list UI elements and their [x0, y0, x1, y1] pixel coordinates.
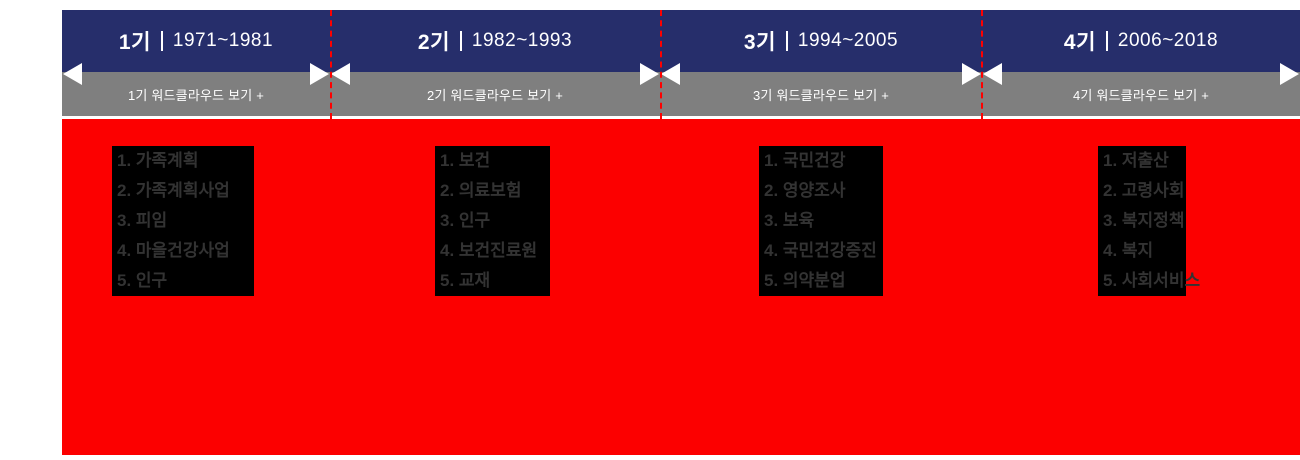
period-2-label: 2기	[417, 31, 450, 54]
period-4-header: 4기 2006~2018	[982, 10, 1300, 72]
period-4-years: 2006~2018	[1117, 30, 1219, 51]
arrow-right-icon	[640, 63, 659, 85]
period-3-keywords: 1. 국민건강 2. 영양조사 3. 보육 4. 국민건강증진 5. 의약분업	[759, 146, 883, 296]
arrow-left-icon	[661, 63, 680, 85]
arrow-right-icon	[1280, 63, 1299, 85]
period-3-wordcloud-label: 3기 워드클라우드 보기 +	[752, 87, 890, 103]
period-2-years: 1982~1993	[471, 30, 573, 51]
keyword-item: 1. 보건	[440, 151, 491, 170]
keyword-item: 5. 사회서비스	[1103, 271, 1201, 290]
keyword-item: 3. 보육	[764, 211, 815, 230]
period-1-divider	[160, 31, 163, 51]
arrow-left-icon	[331, 63, 350, 85]
period-2-wordcloud-label: 2기 워드클라우드 보기 +	[426, 87, 564, 103]
period-3-divider	[785, 31, 788, 51]
keyword-item: 3. 복지정책	[1103, 211, 1185, 230]
period-1-wordcloud-button[interactable]: 1기 워드클라우드 보기 +	[62, 63, 330, 116]
keyword-item: 4. 국민건강증진	[764, 241, 877, 260]
period-2-divider	[459, 31, 462, 51]
keyword-item: 2. 의료보험	[440, 181, 522, 200]
period-4-label: 4기	[1063, 31, 1096, 54]
keyword-item: 4. 마을건강사업	[117, 241, 230, 260]
keyword-item: 4. 복지	[1103, 241, 1154, 260]
keyword-item: 2. 영양조사	[764, 181, 846, 200]
period-1-keywords: 1. 가족계획 2. 가족계획사업 3. 피임 4. 마을건강사업 5. 인구	[112, 146, 254, 296]
period-1-years: 1971~1981	[172, 30, 274, 51]
keyword-item: 3. 피임	[117, 211, 168, 230]
keyword-item: 1. 저출산	[1103, 151, 1169, 170]
keyword-item: 4. 보건진료원	[440, 241, 538, 260]
period-3-label: 3기	[743, 31, 776, 54]
arrow-left-icon	[63, 63, 82, 85]
arrow-right-icon	[962, 63, 981, 85]
period-1-header: 1기 1971~1981	[62, 10, 330, 72]
period-header-band: 1기 1971~1981 2기 1982~1993 3기 1994~2005 4…	[62, 10, 1300, 72]
period-2-keywords: 1. 보건 2. 의료보험 3. 인구 4. 보건진료원 5. 교재	[435, 146, 550, 296]
arrow-left-icon	[983, 63, 1002, 85]
period-1-label: 1기	[118, 31, 151, 54]
section-divider	[330, 10, 332, 119]
period-4-wordcloud-button[interactable]: 4기 워드클라우드 보기 +	[982, 63, 1300, 116]
period-4-wordcloud-label: 4기 워드클라우드 보기 +	[1072, 87, 1210, 103]
section-divider	[660, 10, 662, 119]
period-3-header: 3기 1994~2005	[660, 10, 982, 72]
period-3-years: 1994~2005	[797, 30, 899, 51]
section-divider	[981, 10, 983, 119]
keyword-item: 1. 가족계획	[117, 151, 199, 170]
period-4-divider	[1105, 31, 1108, 51]
keyword-item: 5. 의약분업	[764, 271, 846, 290]
keyword-item: 1. 국민건강	[764, 151, 846, 170]
keyword-item: 5. 교재	[440, 271, 491, 290]
period-1-wordcloud-label: 1기 워드클라우드 보기 +	[127, 87, 265, 103]
keyword-item: 2. 가족계획사업	[117, 181, 230, 200]
period-4-keywords: 1. 저출산 2. 고령사회 3. 복지정책 4. 복지 5. 사회서비스	[1098, 146, 1201, 296]
wordcloud-button-band: 1기 워드클라우드 보기 + 2기 워드클라우드 보기 + 3기 워드클라우드 …	[62, 63, 1300, 116]
content-panel	[62, 119, 1300, 455]
keyword-item: 2. 고령사회	[1103, 181, 1185, 200]
period-2-header: 2기 1982~1993	[330, 10, 660, 72]
period-3-wordcloud-button[interactable]: 3기 워드클라우드 보기 +	[660, 63, 982, 116]
arrow-right-icon	[310, 63, 329, 85]
keyword-item: 5. 인구	[117, 271, 168, 290]
keyword-item: 3. 인구	[440, 211, 491, 230]
period-2-wordcloud-button[interactable]: 2기 워드클라우드 보기 +	[330, 63, 660, 116]
